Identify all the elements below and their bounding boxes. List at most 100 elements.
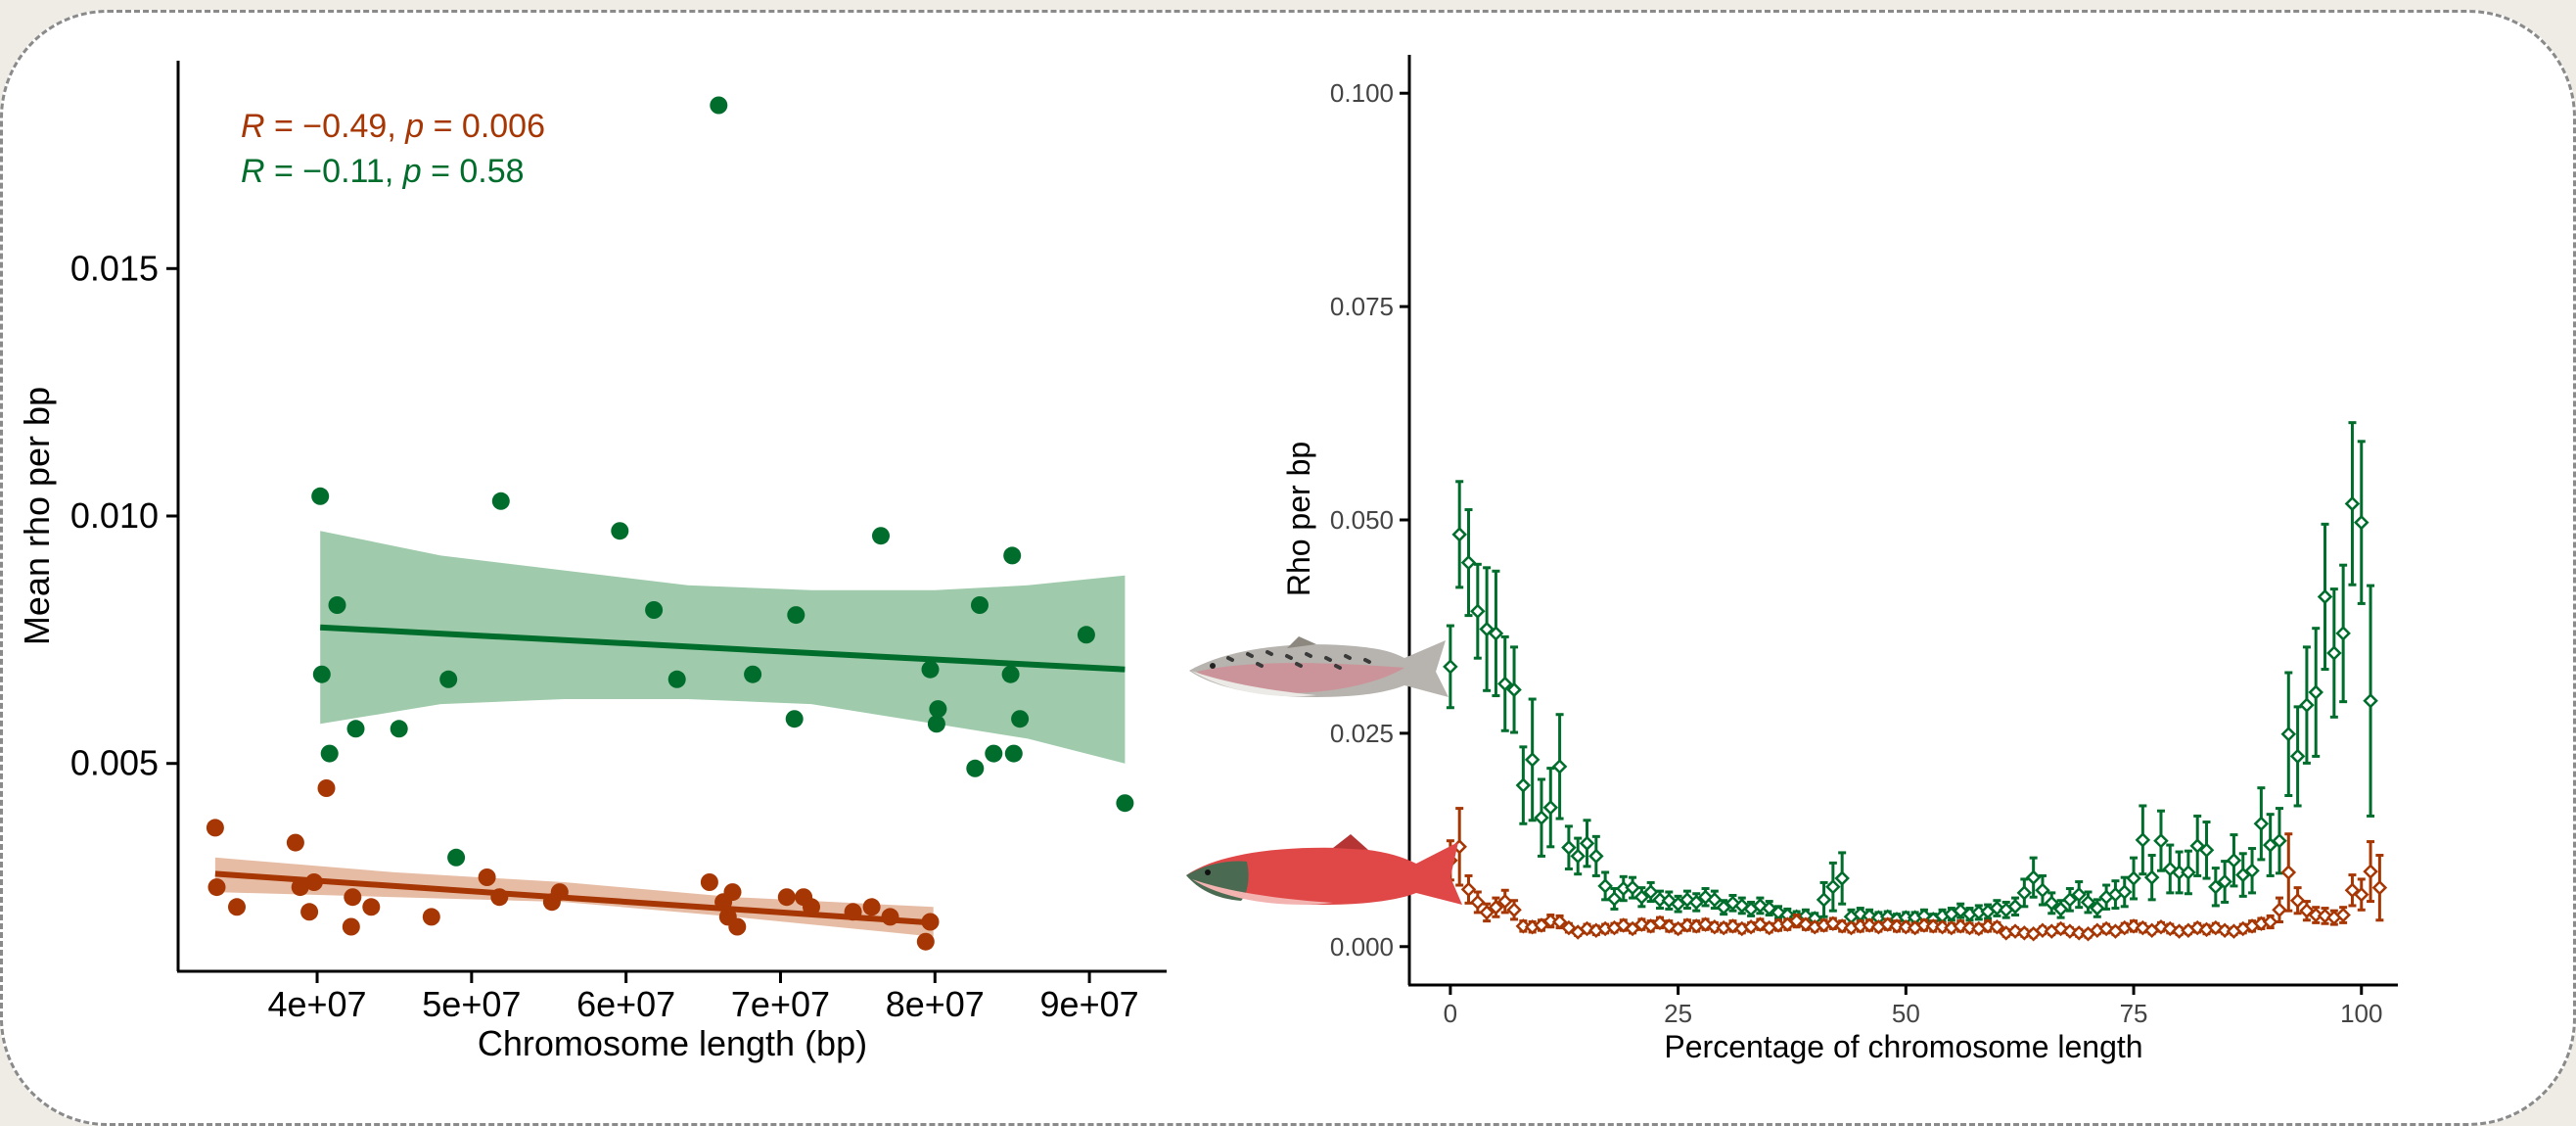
left-x-axis-label: Chromosome length (bp) xyxy=(478,1023,867,1063)
figure-svg: 4e+07 5e+07 6e+07 7e+07 8e+07 9e+07 0.005 0.01… xyxy=(17,55,2398,1064)
data-point xyxy=(286,833,304,852)
data-point xyxy=(312,665,331,683)
data-point xyxy=(1597,878,1613,894)
data-point xyxy=(1515,918,1532,934)
x-tick-label: 25 xyxy=(1664,999,1692,1028)
data-point xyxy=(1488,626,1504,641)
data-point xyxy=(311,487,330,505)
data-point xyxy=(1889,918,1905,934)
data-point xyxy=(390,720,408,738)
data-point xyxy=(207,878,226,897)
data-point xyxy=(1652,892,1668,908)
data-point xyxy=(2071,886,2087,903)
right-panel-profile: 0 25 50 75 100 0.000 0.025 0.050 0.075 0.100 Per… xyxy=(1281,55,2398,1064)
data-point xyxy=(1561,839,1577,856)
data-point xyxy=(2217,922,2232,938)
data-point xyxy=(2244,863,2260,878)
data-point xyxy=(2363,864,2378,879)
y-tick-label: 0.050 xyxy=(1330,505,1394,535)
data-point xyxy=(1451,527,1467,542)
data-point xyxy=(921,660,940,679)
data-point xyxy=(2062,892,2078,908)
data-point xyxy=(346,720,365,738)
data-point xyxy=(490,888,509,907)
data-point xyxy=(985,744,1003,763)
data-point xyxy=(1825,879,1841,895)
data-point xyxy=(1633,889,1650,905)
data-point xyxy=(1506,902,1522,918)
data-point xyxy=(728,917,747,936)
data-point xyxy=(362,898,381,916)
x-tick-label: 7e+07 xyxy=(731,984,830,1024)
data-point xyxy=(1588,848,1604,865)
data-point xyxy=(2289,748,2306,765)
data-point xyxy=(1542,913,1559,929)
data-point xyxy=(929,700,947,719)
data-point xyxy=(2262,914,2278,930)
data-point xyxy=(1642,884,1659,900)
x-tick-label: 8e+07 xyxy=(886,984,985,1024)
correlation-annotation: R = −0.11, p = 0.58 xyxy=(241,153,525,190)
data-point xyxy=(1515,777,1532,793)
data-point xyxy=(744,665,762,683)
data-point xyxy=(2272,902,2287,918)
data-point xyxy=(1570,848,1586,865)
data-point xyxy=(1542,799,1559,816)
data-point xyxy=(872,527,890,545)
x-tick-label: 75 xyxy=(2120,999,2148,1028)
right-y-axis-label: Rho per bp xyxy=(1281,442,1316,596)
data-point xyxy=(2090,900,2105,916)
data-point xyxy=(1916,917,1932,933)
data-point xyxy=(206,819,224,837)
data-point xyxy=(1496,676,1513,692)
data-point xyxy=(2226,852,2242,868)
data-point xyxy=(787,606,805,625)
data-point xyxy=(2317,588,2333,605)
data-point xyxy=(1606,891,1623,907)
data-point xyxy=(710,96,728,115)
data-point xyxy=(2308,684,2323,700)
data-point xyxy=(2153,832,2169,849)
correlation-annotation: R = −0.49, p = 0.006 xyxy=(241,108,545,145)
data-point xyxy=(1707,892,1723,908)
data-point xyxy=(2289,892,2306,909)
data-point xyxy=(1460,881,1477,898)
right-x-axis-label: Percentage of chromosome length xyxy=(1664,1029,2142,1064)
data-point xyxy=(881,908,899,926)
data-point xyxy=(2007,899,2023,915)
data-point xyxy=(1011,710,1030,728)
data-point xyxy=(1524,752,1541,768)
data-point xyxy=(478,868,496,886)
data-point xyxy=(1443,659,1458,675)
y-tick-label: 0.100 xyxy=(1330,78,1394,108)
y-tick-label: 0.015 xyxy=(70,248,159,288)
data-point xyxy=(700,873,718,891)
data-point xyxy=(304,873,323,891)
data-point xyxy=(2016,885,2033,901)
data-point xyxy=(2335,626,2351,641)
data-point xyxy=(1707,918,1723,935)
data-point xyxy=(447,848,466,867)
data-point xyxy=(1679,917,1695,933)
data-point xyxy=(1925,918,1942,934)
regression-line xyxy=(320,624,1126,673)
data-point xyxy=(1003,546,1022,565)
x-tick-label: 5e+07 xyxy=(422,984,521,1024)
data-point xyxy=(1496,893,1513,910)
data-point xyxy=(1001,665,1020,683)
data-point xyxy=(1534,810,1549,825)
data-point xyxy=(1551,759,1568,774)
data-point xyxy=(2135,832,2151,848)
data-point xyxy=(1488,899,1504,915)
data-point xyxy=(2126,870,2141,886)
y-tick-label: 0.005 xyxy=(70,743,159,783)
data-point xyxy=(1989,918,2005,935)
data-point xyxy=(785,710,804,728)
data-point xyxy=(2181,865,2196,880)
data-point xyxy=(2143,869,2160,885)
data-point xyxy=(1980,918,1996,934)
data-point xyxy=(300,903,319,921)
data-point xyxy=(2335,907,2351,923)
data-point xyxy=(491,492,510,510)
x-tick-label: 9e+07 xyxy=(1040,984,1139,1024)
